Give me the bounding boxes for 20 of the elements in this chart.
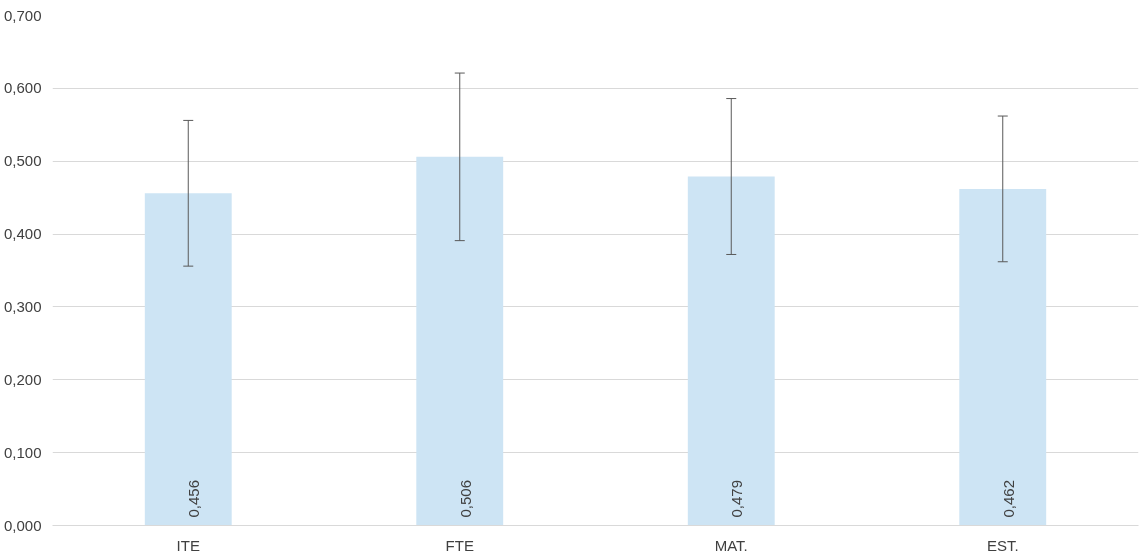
data-label: 0,479 [728,479,746,518]
y-tick-label: 0,200 [3,370,42,388]
data-label: 0,456 [185,479,203,518]
data-label: 0,462 [999,479,1017,518]
y-tick-label: 0,400 [3,225,42,243]
x-tick-label: MAT. [714,536,748,554]
bar [959,188,1047,526]
bar [687,176,775,526]
x-tick-label: FTE [445,536,474,554]
bar [416,156,504,526]
y-tick-label: 0,000 [3,516,42,534]
x-tick-label: ITE [176,536,200,554]
data-label: 0,506 [456,479,474,518]
y-tick-label: 0,600 [3,79,42,97]
y-tick-label: 0,300 [3,297,42,315]
y-tick-label: 0,500 [3,152,42,170]
x-tick-label: EST. [986,536,1019,554]
y-tick-label: 0,700 [3,6,42,24]
bar [144,193,232,526]
y-tick-label: 0,100 [3,443,42,461]
